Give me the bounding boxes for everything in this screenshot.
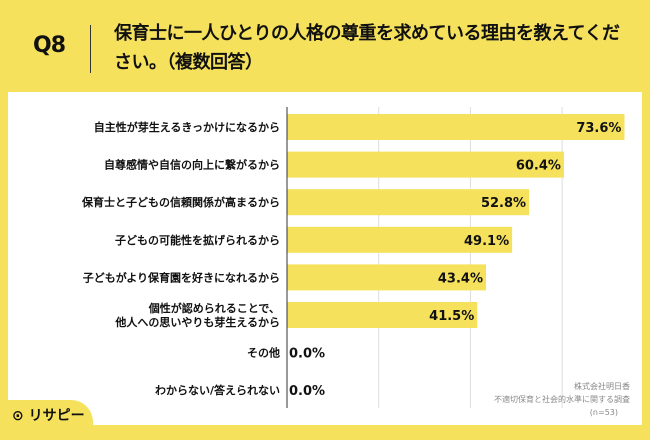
category-label: 子どもがより保育園を好きになれるから (83, 270, 280, 284)
data-label: 52.8% (481, 196, 526, 211)
category-label: 個性が認められることで、 (148, 301, 280, 315)
category-label: 保育士と子どもの信頼関係が高まるから (81, 195, 280, 209)
question-title: 保育士に一人ひとりの人格の尊重を求めている理由を教えてください。（複数回答） (114, 23, 620, 73)
category-label: 自主性が芽生えるきっかけになるから (94, 120, 280, 134)
data-label: 73.6% (576, 121, 621, 136)
logo-text: リサピー (28, 408, 85, 424)
data-label: 49.1% (464, 234, 509, 249)
data-label: 0.0% (289, 384, 325, 399)
bar (287, 226, 513, 253)
data-label: 0.0% (289, 347, 325, 362)
bar (287, 302, 478, 328)
question-number: Q8 (33, 33, 66, 58)
data-label: 43.4% (438, 271, 483, 286)
bar (287, 189, 530, 216)
category-label: わからない/答えられない (155, 383, 280, 397)
footer-survey: 不適切保育と社会的水準に関する調査 (494, 395, 630, 404)
bar (287, 264, 486, 291)
category-label: その他 (247, 346, 280, 360)
chart-panel (8, 92, 642, 425)
logo: ⊙ リサピー (12, 405, 85, 425)
bar (287, 151, 564, 178)
footer-source: 株式会社明日香 不適切保育と社会的水準に関する調査 (n=53) (494, 380, 630, 419)
pin-icon: ⊙ (12, 408, 24, 424)
logo-tab (0, 400, 93, 440)
bar (287, 114, 625, 140)
category-label: 子どもの可能性を拡げられるから (115, 233, 280, 247)
footer-company: 株式会社明日香 (574, 382, 630, 391)
data-label: 60.4% (516, 159, 561, 174)
category-label: 自尊感情や自信の向上に繋がるから (104, 158, 280, 172)
data-label: 41.5% (429, 309, 474, 324)
footer-n: (n=53) (589, 408, 618, 417)
category-label: 他人への思いやりも芽生えるから (114, 315, 280, 329)
divider (90, 25, 91, 73)
